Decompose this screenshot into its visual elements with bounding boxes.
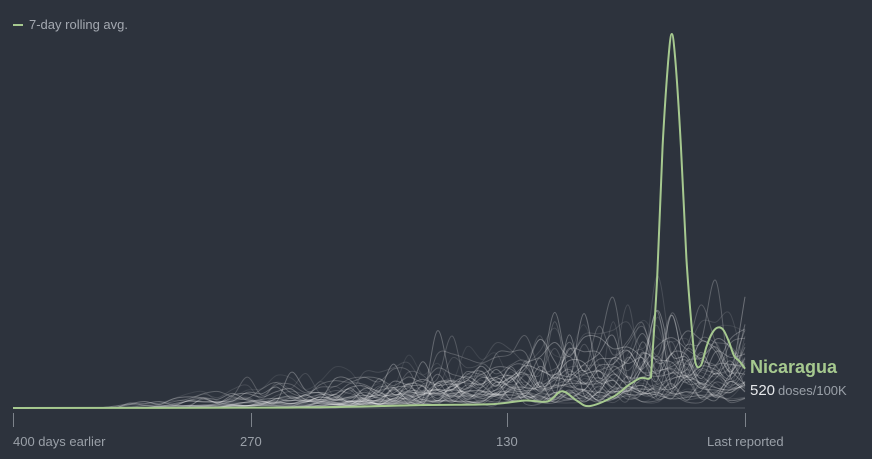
background-series-line — [13, 319, 746, 409]
highlight-value-number: 520 — [750, 382, 776, 399]
x-tick-mark — [13, 413, 14, 427]
background-series-line — [13, 296, 746, 409]
x-tick-label: 400 days earlier — [13, 434, 106, 449]
background-series-line — [13, 311, 746, 409]
highlight-value: 520 doses/100K — [750, 382, 847, 400]
highlight-country-name: Nicaragua — [750, 357, 838, 377]
highlight-series-line — [12, 32, 746, 409]
background-series-group — [13, 275, 746, 409]
x-tick-label: 270 — [240, 434, 262, 449]
x-tick-mark — [251, 413, 252, 427]
x-tick-label: 130 — [496, 434, 518, 449]
background-series-line — [13, 313, 746, 409]
legend-label: 7-day rolling avg. — [29, 17, 128, 32]
legend-swatch — [13, 23, 23, 26]
highlight-series-group — [12, 32, 746, 409]
background-series-line — [13, 334, 746, 409]
highlight-callout: Nicaragua 520 doses/100K — [750, 357, 847, 400]
x-tick-mark — [745, 413, 746, 427]
highlight-value-unit: doses/100K — [778, 383, 847, 398]
background-series-line — [13, 279, 746, 409]
legend: 7-day rolling avg. — [13, 17, 128, 32]
x-tick-label: Last reported — [707, 434, 784, 449]
x-tick-mark — [507, 413, 508, 427]
